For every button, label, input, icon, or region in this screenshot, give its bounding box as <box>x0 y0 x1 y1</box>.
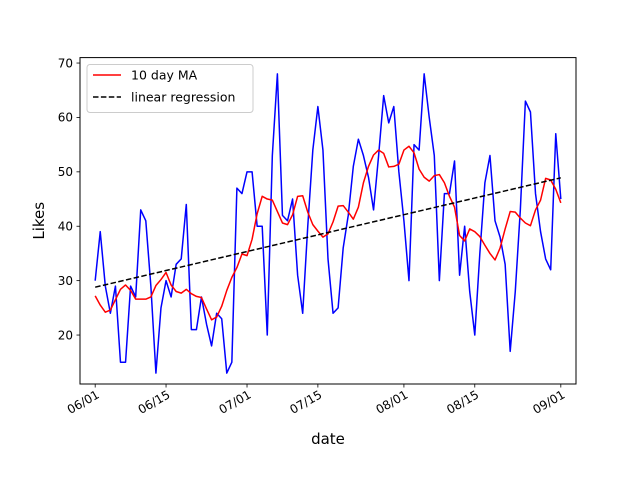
legend-label-ma: 10 day MA <box>131 68 198 83</box>
x-axis-title: date <box>311 430 345 448</box>
plot-frame <box>79 57 577 385</box>
y-axis-title: Likes <box>30 202 48 240</box>
y-tick-label: 60 <box>58 111 73 125</box>
y-tick-label: 70 <box>58 56 73 70</box>
legend: 10 day MA linear regression <box>86 64 254 113</box>
y-tick-label: 30 <box>58 274 73 288</box>
y-axis: 20 30 40 50 60 70 <box>58 56 80 342</box>
series-line-ma <box>94 145 562 321</box>
y-tick-label: 40 <box>58 220 73 234</box>
legend-label-trend: linear regression <box>131 90 235 105</box>
series-line-trend <box>95 177 561 288</box>
y-tick-label: 50 <box>58 165 73 179</box>
y-tick-label: 20 <box>58 328 73 342</box>
series-layer <box>94 73 562 374</box>
legend-box <box>86 64 254 113</box>
